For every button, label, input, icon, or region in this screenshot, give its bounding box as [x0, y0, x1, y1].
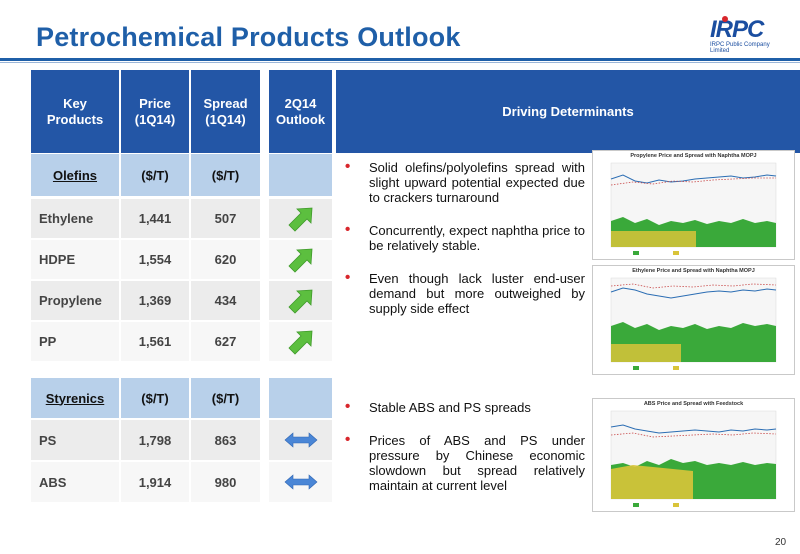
styrenics-determinants: Stable ABS and PS spreads Prices of ABS …: [345, 399, 585, 493]
arrow-up-right-icon: [287, 330, 312, 355]
bullet-styrenics-2: Prices of ABS and PS under pressure by C…: [345, 432, 585, 493]
logo-dot-icon: [722, 16, 728, 22]
olefins-spread-unit: ($/T): [191, 154, 260, 196]
hdpe-outlook: [269, 240, 332, 279]
header-driving-determinants: Driving Determinants: [336, 70, 800, 153]
arrow-up-right-icon: [287, 248, 312, 273]
arrow-up-right-icon: [287, 289, 312, 314]
olefins-price-unit: ($/T): [121, 154, 189, 196]
styrenics-spread-unit: ($/T): [191, 378, 260, 418]
double-arrow-horizontal-icon: [284, 432, 317, 448]
pp-spread: 627: [191, 322, 260, 361]
propylene-outlook: [269, 281, 332, 320]
ethylene-outlook: [269, 199, 332, 238]
header-outlook: 2Q14 Outlook: [269, 70, 332, 153]
chart-title: Propylene Price and Spread with Naphtha …: [630, 153, 757, 159]
abs-price: 1,914: [121, 462, 189, 502]
propylene-price: 1,369: [121, 281, 189, 320]
section-styrenics: Styrenics: [31, 378, 119, 418]
company-logo: IRPC IRPC Public Company Limited: [710, 16, 790, 62]
page-number: 20: [775, 537, 787, 548]
ethylene-price: 1,441: [121, 199, 189, 238]
chart-propylene-thumbnail: Propylene Price and Spread with Naphtha …: [592, 150, 795, 260]
pp-outlook: [269, 322, 332, 361]
chart-abs-thumbnail: ABS Price and Spread with Feedstock: [592, 398, 795, 512]
bullet-olefins-3: Even though lack luster end-user demand …: [345, 270, 585, 316]
olefins-determinants: Solid olefins/polyolefins spread with sl…: [345, 159, 585, 316]
title-underline: [0, 58, 800, 61]
chart-abs-graphic: [610, 410, 777, 507]
chart-ethylene-graphic: [610, 277, 777, 370]
chart-title: Ethylene Price and Spread with Naphtha M…: [632, 268, 755, 274]
table-row-propylene-product: Propylene: [31, 281, 119, 320]
header-key-products: Key Products: [31, 70, 119, 153]
chart-ethylene-thumbnail: Ethylene Price and Spread with Naphtha M…: [592, 265, 795, 375]
page-title: Petrochemical Products Outlook: [36, 22, 461, 52]
arrow-up-right-icon: [287, 207, 312, 232]
hdpe-spread: 620: [191, 240, 260, 279]
logo-subtitle: IRPC Public Company Limited: [710, 42, 770, 54]
ethylene-spread: 507: [191, 199, 260, 238]
section-olefins: Olefins: [31, 154, 119, 196]
title-underline-thin: [0, 62, 800, 63]
ps-outlook: [269, 420, 332, 460]
chart-propylene-graphic: [610, 162, 777, 255]
bullet-olefins-1: Solid olefins/polyolefins spread with sl…: [345, 159, 585, 205]
chart-title: ABS Price and Spread with Feedstock: [643, 401, 744, 407]
hdpe-price: 1,554: [121, 240, 189, 279]
abs-outlook: [269, 462, 332, 502]
bullet-olefins-2: Concurrently, expect naphtha price to be…: [345, 222, 585, 253]
olefins-outlook-blank: [269, 154, 332, 196]
abs-spread: 980: [191, 462, 260, 502]
table-row-abs-product: ABS: [31, 462, 119, 502]
header-price: Price (1Q14): [121, 70, 189, 153]
double-arrow-horizontal-icon: [284, 474, 317, 490]
bullet-styrenics-1: Stable ABS and PS spreads: [345, 399, 585, 415]
styrenics-outlook-blank: [269, 378, 332, 418]
table-row-ethylene-product: Ethylene: [31, 199, 119, 238]
ps-spread: 863: [191, 420, 260, 460]
header-spread: Spread (1Q14): [191, 70, 260, 153]
styrenics-price-unit: ($/T): [121, 378, 189, 418]
ps-price: 1,798: [121, 420, 189, 460]
table-row-hdpe-product: HDPE: [31, 240, 119, 279]
table-row-ps-product: PS: [31, 420, 119, 460]
logo-mark: IRPC: [710, 16, 764, 43]
table-row-pp-product: PP: [31, 322, 119, 361]
pp-price: 1,561: [121, 322, 189, 361]
propylene-spread: 434: [191, 281, 260, 320]
